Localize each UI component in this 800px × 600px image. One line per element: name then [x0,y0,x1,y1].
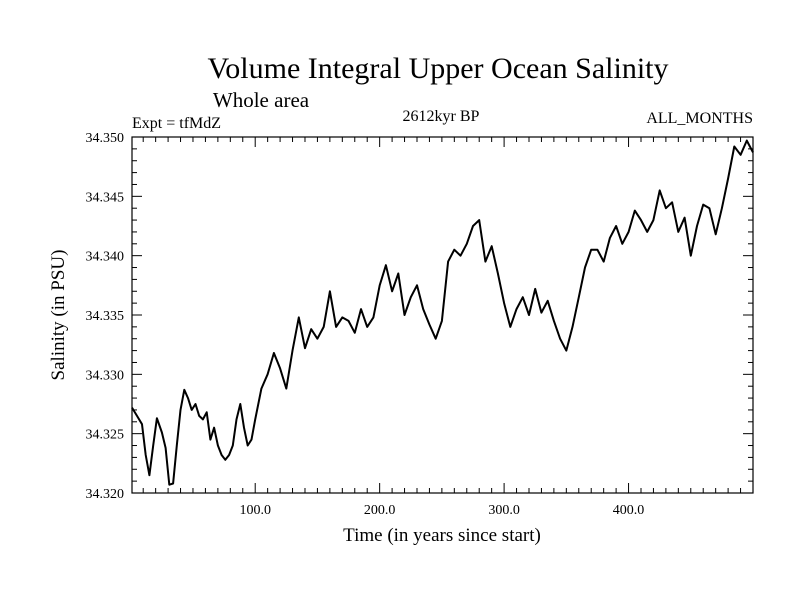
period-label: 2612kyr BP [403,108,480,125]
y-tick-label: 34.325 [86,428,125,443]
x-tick-label: 100.0 [239,503,271,518]
months-label: ALL_MONTHS [646,110,753,127]
x-axis-label: Time (in years since start) [343,525,541,546]
y-tick-label: 34.330 [86,368,125,383]
salinity-series-line [131,139,754,486]
x-tick-label: 400.0 [613,503,645,518]
chart-subtitle: Whole area [213,88,310,112]
x-tick-label: 200.0 [364,503,396,518]
y-tick-label: 34.345 [86,190,125,205]
y-tick-label: 34.340 [86,250,125,265]
y-axis-ticks: 34.320 34.325 34.330 34.335 34.340 34.345 34.3… [86,131,753,502]
y-axis-label: Salinity (in PSU) [48,250,69,381]
chart-title: Volume Integral Upper Ocean Salinity [208,52,669,85]
x-tick-label: 300.0 [488,503,520,518]
y-tick-label: 34.350 [86,131,125,146]
experiment-label: Expt = tfMdZ [132,115,221,132]
y-tick-label: 34.320 [86,487,125,502]
y-tick-label: 34.335 [86,309,125,324]
x-axis-ticks: 100.0 200.0 300.0 400.0 [142,137,742,518]
